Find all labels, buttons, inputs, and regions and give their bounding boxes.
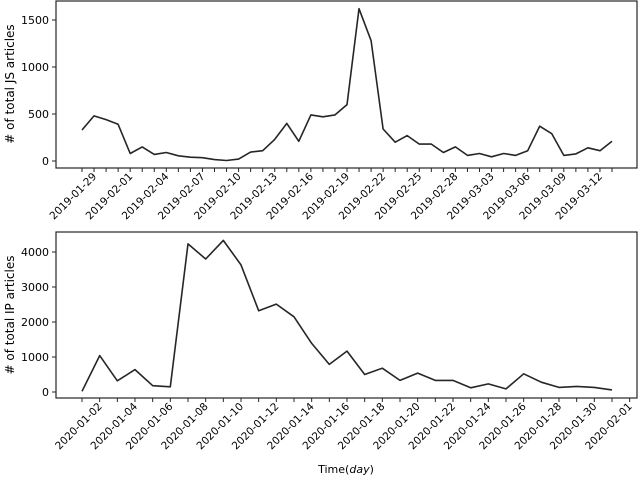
bottom-y-axis-label: # of total IP articles: [3, 256, 17, 375]
y-tick-label: 0: [42, 386, 49, 399]
y-tick-label: 1000: [21, 351, 49, 364]
y-tick-label: 500: [28, 108, 49, 121]
top-y-ticks: 0 500 1000 1500: [21, 14, 56, 168]
y-tick-label: 2000: [21, 316, 49, 329]
js-articles-chart: 0 500 1000 1500 2019-01-292019-02-012019-02…: [3, 0, 638, 222]
y-tick-label: 3000: [21, 281, 49, 294]
top-y-axis-label: # of total JS articles: [3, 24, 17, 143]
js-articles-line: [81, 7, 613, 162]
top-axes-frame: [55, 0, 638, 169]
x-axis-label: Time(day): [317, 463, 374, 476]
ip-articles-line: [81, 239, 613, 392]
bottom-y-ticks: 0 1000 2000 3000 4000: [21, 246, 56, 399]
bottom-axes-frame: [55, 231, 638, 399]
y-tick-label: 4000: [21, 246, 49, 259]
ip-articles-chart: 0 1000 2000 3000 4000 2020-01-022020-01-0420…: [3, 231, 638, 476]
top-x-ticks: 2019-01-292019-02-012019-02-042019-02-07…: [48, 168, 613, 222]
y-tick-label: 1000: [21, 61, 49, 74]
y-tick-label: 1500: [21, 14, 49, 27]
bottom-x-ticks: 2020-01-022020-01-042020-01-062020-01-08…: [53, 398, 635, 452]
y-tick-label: 0: [42, 155, 49, 168]
